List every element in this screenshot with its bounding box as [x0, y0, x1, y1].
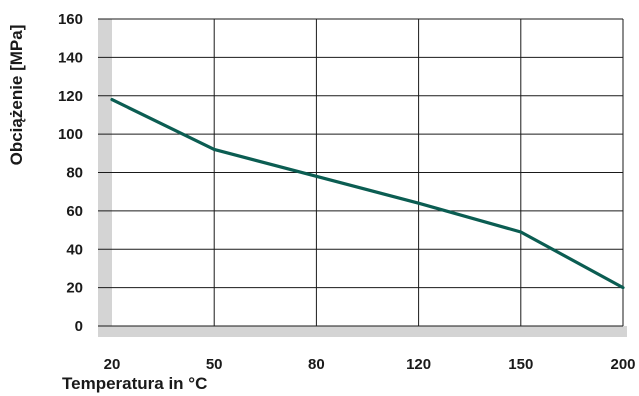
x-tick-label: 20 [104, 356, 121, 373]
x-axis-title: Temperatura in °C [62, 374, 207, 393]
y-tick-label: 140 [58, 49, 83, 66]
x-tick-labels: 20 50 80 120 150 200 [104, 356, 636, 373]
x-tick-label: 80 [308, 356, 325, 373]
y-tick-label: 40 [66, 241, 83, 258]
axis-bands [98, 19, 627, 337]
x-tick-label: 200 [610, 356, 635, 373]
series-line [110, 97, 625, 290]
y-tick-label: 160 [58, 11, 83, 28]
y-axis-band [98, 19, 112, 337]
y-tick-label: 80 [66, 165, 83, 182]
x-axis-band [98, 326, 627, 337]
y-tick-labels: 0 20 40 60 80 100 120 140 160 [58, 11, 83, 335]
x-tick-label: 150 [508, 356, 533, 373]
y-tick-label: 0 [75, 318, 83, 335]
y-tick-label: 20 [66, 280, 83, 297]
x-tick-label: 120 [406, 356, 431, 373]
y-tick-label: 120 [58, 88, 83, 105]
x-tick-label: 50 [206, 356, 223, 373]
series-layer [110, 97, 625, 290]
y-tick-label: 60 [66, 203, 83, 220]
y-axis-title: Obciążenie [MPa] [7, 25, 26, 166]
y-tick-label: 100 [58, 126, 83, 143]
